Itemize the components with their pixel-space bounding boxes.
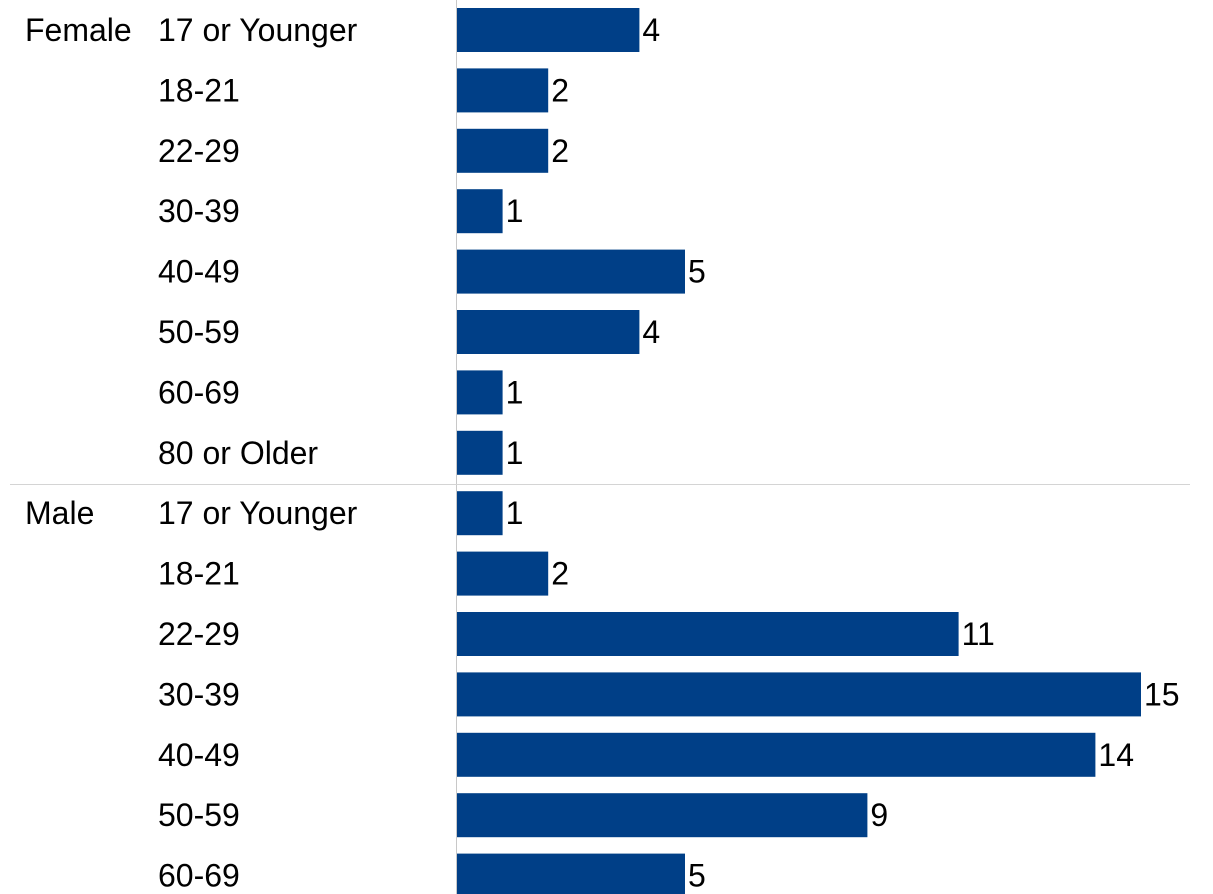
group-label: Male: [25, 495, 94, 531]
category-label: 17 or Younger: [158, 495, 358, 531]
category-label: 80 or Older: [158, 435, 318, 471]
bar: [457, 249, 685, 294]
value-label: 1: [506, 435, 524, 471]
bar: [457, 430, 503, 475]
bar: [457, 68, 549, 113]
category-label: 60-69: [158, 858, 240, 894]
category-label: 22-29: [158, 616, 240, 652]
value-label: 1: [506, 374, 524, 410]
bar: [457, 793, 868, 838]
value-label: 15: [1144, 676, 1180, 712]
bar: [457, 853, 685, 894]
bar: [457, 672, 1141, 717]
bar: [457, 491, 503, 536]
category-label: 40-49: [158, 254, 240, 290]
category-label: 18-21: [158, 556, 240, 592]
group-label: Female: [25, 12, 132, 48]
value-label: 14: [1098, 737, 1134, 773]
category-label: 22-29: [158, 133, 240, 169]
value-label: 2: [551, 72, 569, 108]
bar: [457, 310, 640, 354]
bar: [457, 551, 549, 596]
category-label: 60-69: [158, 374, 240, 410]
value-label: 1: [506, 193, 524, 229]
value-label: 9: [870, 797, 888, 833]
bar: [457, 612, 959, 656]
bar: [457, 732, 1096, 777]
category-label: 50-59: [158, 314, 240, 350]
value-label: 1: [506, 495, 524, 531]
category-label: 40-49: [158, 737, 240, 773]
value-label: 4: [642, 12, 660, 48]
bar: [457, 8, 640, 52]
category-label: 30-39: [158, 676, 240, 712]
bar: [457, 189, 503, 234]
chart-marks: Female 17 or Younger 4 18-21 2 22-29 2 30-39 1 40…: [25, 8, 1180, 894]
value-label: 5: [688, 254, 706, 290]
category-label: 17 or Younger: [158, 12, 358, 48]
bar: [457, 370, 503, 415]
bar: [457, 128, 549, 173]
category-label: 30-39: [158, 193, 240, 229]
value-label: 4: [642, 314, 660, 350]
value-label: 2: [551, 556, 569, 592]
value-label: 5: [688, 858, 706, 894]
value-label: 2: [551, 133, 569, 169]
category-label: 18-21: [158, 72, 240, 108]
value-label: 11: [962, 616, 995, 652]
category-label: 50-59: [158, 797, 240, 833]
